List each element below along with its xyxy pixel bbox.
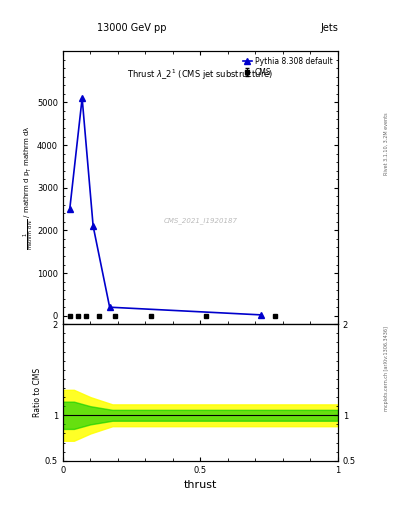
X-axis label: thrust: thrust <box>184 480 217 490</box>
Legend: Pythia 8.308 default, CMS: Pythia 8.308 default, CMS <box>241 55 334 78</box>
Pythia 8.308 default <box>91 223 95 229</box>
Line: Pythia 8.308 default: Pythia 8.308 default <box>67 95 264 317</box>
Pythia 8.308 default <box>68 206 72 212</box>
Text: mcplots.cern.ch [arXiv:1306.3436]: mcplots.cern.ch [arXiv:1306.3436] <box>384 326 389 411</box>
Text: Rivet 3.1.10, 3.2M events: Rivet 3.1.10, 3.2M events <box>384 112 389 175</box>
Y-axis label: $\mathregular{\frac{1}{mathrm\ d\ N}\ /\ mathrm\ d\ p_T\ mathrm\ d\lambda}$: $\mathregular{\frac{1}{mathrm\ d\ N}\ /\… <box>21 125 35 250</box>
Pythia 8.308 default <box>259 312 263 318</box>
Text: Jets: Jets <box>320 23 338 33</box>
Text: CMS_2021_I1920187: CMS_2021_I1920187 <box>163 217 237 224</box>
Text: 13000 GeV pp: 13000 GeV pp <box>97 23 166 33</box>
Y-axis label: Ratio to CMS: Ratio to CMS <box>33 368 42 417</box>
Text: Thrust $\lambda\_2^1$ (CMS jet substructure): Thrust $\lambda\_2^1$ (CMS jet substruct… <box>127 68 274 82</box>
Pythia 8.308 default <box>80 95 84 101</box>
Pythia 8.308 default <box>107 304 112 310</box>
